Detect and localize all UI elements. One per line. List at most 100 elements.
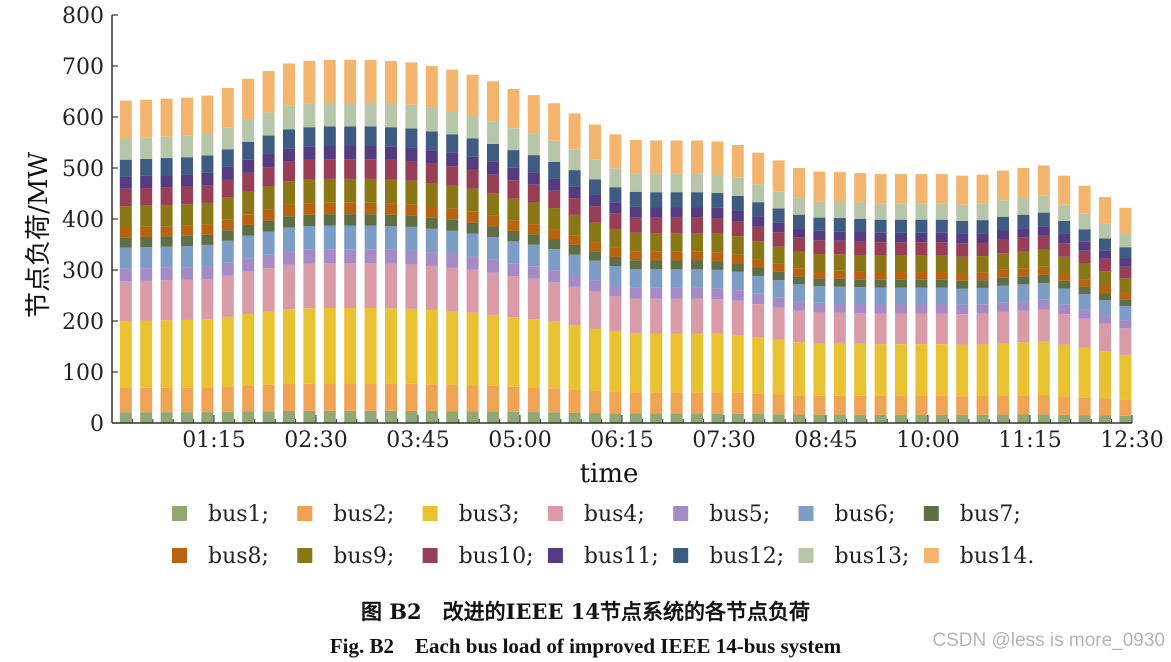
bar-segment-8 [833, 270, 846, 279]
bar-segment-5 [201, 266, 214, 279]
bar-segment-12 [364, 126, 377, 146]
bar-segment-1 [160, 412, 173, 423]
legend-item: bus5; [673, 502, 770, 527]
bar-segment-7 [181, 235, 193, 247]
bar-segment-7 [915, 279, 928, 288]
bar-segment-10 [629, 217, 642, 233]
bar-segment-2 [344, 383, 357, 411]
bar-segment-2 [874, 395, 887, 415]
bar-segment-1 [609, 413, 622, 423]
bar-segment-9 [854, 255, 867, 272]
bar-segment-3 [752, 337, 765, 394]
bar-segment-3 [466, 312, 479, 386]
bar-segment-5 [283, 251, 295, 265]
bar-segment-5 [507, 263, 520, 277]
bar-segment-12 [507, 150, 520, 168]
bar-segment-13 [221, 127, 234, 150]
bar-segment-5 [1078, 309, 1091, 319]
bar-segment-12 [466, 138, 479, 157]
bar-segment-10 [446, 166, 459, 186]
bar-segment-4 [874, 313, 887, 345]
bar-segment-1 [650, 413, 663, 423]
bar-segment-13 [731, 177, 744, 196]
bar-segment-14 [527, 95, 540, 134]
bar-segment-9 [670, 233, 683, 252]
bar-segment-11 [466, 156, 479, 170]
bar-segment-4 [711, 299, 724, 334]
bar-segment-14 [629, 139, 642, 174]
bar-segment-2 [793, 395, 805, 415]
bar-segment-3 [507, 317, 520, 387]
bar-segment-5 [956, 304, 969, 315]
bar-stack [119, 100, 132, 423]
bar-segment-8 [935, 272, 948, 280]
legend-swatch [923, 548, 939, 563]
bar-segment-4 [548, 282, 561, 322]
bar-segment-13 [527, 133, 540, 156]
bar-segment-12 [548, 161, 561, 179]
y-tick-label: 600 [62, 106, 104, 131]
bar-segment-4 [568, 286, 581, 325]
bar-segment-12 [303, 127, 316, 147]
bar-stack [731, 145, 744, 423]
bar-segment-14 [507, 88, 520, 129]
bar-segment-14 [548, 103, 561, 141]
bar-segment-9 [650, 233, 663, 252]
bar-segment-11 [752, 216, 765, 227]
bar-segment-9 [1037, 249, 1050, 267]
bar-stack [181, 97, 193, 423]
bar-segment-6 [283, 227, 295, 252]
bar-segment-1 [1058, 414, 1071, 423]
bar-segment-13 [793, 197, 805, 215]
bar-segment-9 [364, 178, 377, 203]
bar-stack [629, 139, 642, 423]
bar-segment-11 [385, 146, 397, 160]
bar-segment-6 [956, 288, 969, 305]
bar-segment-6 [466, 233, 479, 257]
bar-stack [425, 66, 438, 423]
bar-segment-5 [731, 290, 744, 301]
legend-item: bus1; [172, 502, 269, 527]
bar-segment-12 [344, 126, 357, 146]
bar-segment-11 [956, 233, 969, 244]
bar-segment-7 [813, 278, 826, 287]
bar-segment-9 [425, 183, 438, 207]
bar-segment-7 [935, 279, 948, 288]
bar-segment-10 [1099, 258, 1111, 272]
bar-segment-10 [303, 159, 316, 180]
bar-segment-3 [425, 309, 438, 385]
bar-segment-6 [119, 247, 132, 269]
bar-segment-14 [997, 170, 1009, 201]
x-tick-label: 03:45 [386, 428, 449, 453]
bar-segment-12 [262, 135, 275, 155]
bar-segment-10 [385, 159, 397, 180]
bar-segment-11 [895, 232, 907, 243]
bar-segment-6 [874, 287, 887, 304]
bar-segment-4 [160, 280, 173, 321]
bar-segment-3 [772, 339, 785, 395]
legend-swatch [798, 506, 814, 521]
bar-segment-2 [385, 383, 397, 411]
bar-stack [1099, 197, 1111, 423]
bar-segment-2 [976, 396, 989, 415]
bar-segment-4 [1017, 310, 1030, 343]
bar-segment-3 [670, 333, 683, 393]
bar-segment-7 [670, 260, 683, 270]
bar-segment-1 [262, 411, 275, 423]
bar-stack [140, 99, 153, 423]
bar-segment-2 [1078, 397, 1091, 416]
bar-segment-7 [140, 237, 153, 248]
bar-segment-8 [895, 272, 907, 280]
bar-segment-4 [813, 312, 826, 344]
bar-segment-6 [181, 246, 193, 268]
bar-segment-5 [119, 268, 132, 282]
bar-segment-1 [487, 411, 499, 423]
bar-segment-3 [915, 344, 928, 396]
bar-segment-8 [1037, 266, 1050, 275]
bar-segment-11 [446, 152, 459, 167]
bar-segment-2 [323, 383, 336, 411]
bar-segment-1 [813, 414, 826, 423]
bar-segment-5 [303, 249, 316, 264]
x-tick-label: 05:00 [488, 428, 551, 453]
bar-segment-12 [731, 195, 744, 211]
